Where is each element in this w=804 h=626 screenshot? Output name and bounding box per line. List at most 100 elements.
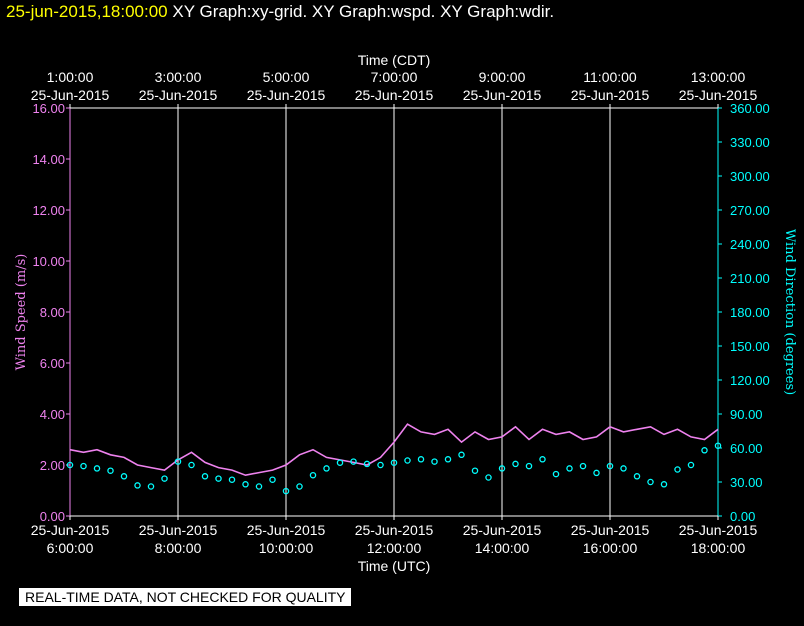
left-tick-label-6: 12.00	[32, 203, 65, 218]
wind-direction-point-21	[350, 458, 357, 465]
wind-direction-point-10	[201, 473, 209, 480]
wind-direction-point-0	[66, 461, 74, 469]
bottom-tick-time-6: 18:00:00	[691, 540, 746, 556]
wind-direction-point-20	[336, 459, 344, 466]
wind-direction-point-29	[458, 451, 465, 459]
left-tick-label-2: 4.00	[40, 407, 65, 422]
left-tick-label-5: 10.00	[32, 254, 65, 269]
right-tick-label-3: 90.00	[730, 407, 763, 422]
wind-direction-point-39	[593, 469, 600, 477]
top-tick-date-5: 25-Jun-2015	[571, 87, 650, 103]
right-axis: 0.00 30.00 60.00 90.00 120.00 150.00 180.00 210…	[717, 101, 770, 524]
right-tick-label-5: 150.00	[730, 339, 770, 354]
bottom-tick-date-0: 25-Jun-2015	[31, 522, 110, 538]
wind-direction-point-24	[390, 459, 398, 466]
left-tick-label-4: 8.00	[40, 305, 65, 320]
right-tick-label-8: 240.00	[730, 237, 770, 252]
wind-direction-point-16	[282, 487, 290, 495]
header-graph-titles: XY Graph:xy-grid. XY Graph:wspd. XY Grap…	[172, 2, 555, 21]
bottom-tick-date-1: 25-Jun-2015	[139, 522, 218, 538]
wind-direction-point-43	[647, 478, 654, 486]
top-axis-title: Time (CDT)	[358, 52, 431, 68]
top-tick-date-4: 25-Jun-2015	[463, 87, 542, 103]
wind-direction-point-34	[525, 462, 533, 470]
wind-speed-line	[69, 423, 719, 477]
wind-direction-point-41	[620, 465, 627, 472]
bottom-axis-title: Time (UTC)	[358, 558, 431, 574]
wind-direction-point-42	[633, 473, 641, 480]
top-tick-time-1: 3:00:00	[155, 69, 202, 85]
top-tick-time-2: 5:00:00	[263, 69, 310, 85]
wind-direction-point-23	[377, 461, 384, 469]
wind-direction-point-36	[552, 470, 560, 478]
bottom-tick-date-4: 25-Jun-2015	[463, 522, 542, 538]
wind-direction-point-25	[404, 457, 411, 464]
wind-direction-point-38	[579, 462, 587, 470]
header-timestamp: 25-jun-2015,18:00:00	[6, 2, 168, 21]
top-tick-time-5: 11:00:00	[583, 69, 637, 85]
right-tick-label-9: 270.00	[730, 203, 770, 218]
right-tick-label-6: 180.00	[730, 305, 770, 320]
wind-direction-point-33	[512, 460, 519, 468]
bottom-tick-date-3: 25-Jun-2015	[355, 522, 434, 538]
wind-direction-series	[66, 442, 722, 495]
left-axis-label: Wind Speed (m/s)	[14, 254, 29, 371]
top-tick-date-6: 25-Jun-2015	[679, 87, 758, 103]
wind-direction-point-7	[161, 475, 168, 482]
quality-note: REAL-TIME DATA, NOT CHECKED FOR QUALITY	[19, 588, 352, 606]
wind-direction-point-45	[674, 466, 681, 473]
right-tick-label-4: 120.00	[730, 373, 770, 388]
bottom-tick-time-3: 12:00:00	[367, 540, 422, 556]
right-tick-label-7: 210.00	[730, 271, 770, 286]
wind-direction-point-31	[485, 474, 492, 481]
wind-direction-point-27	[431, 458, 438, 465]
bottom-tick-time-1: 8:00:00	[155, 540, 202, 556]
wind-direction-point-46	[687, 461, 695, 469]
bottom-axis: 25-Jun-2015 6:00:00 25-Jun-2015 8:00:00 25-J…	[31, 515, 758, 556]
top-tick-date-2: 25-Jun-2015	[247, 87, 326, 103]
right-tick-label-0: 0.00	[730, 509, 755, 524]
wind-direction-point-5	[134, 482, 141, 489]
wind-direction-point-15	[269, 476, 276, 483]
wind-direction-point-14	[255, 483, 263, 490]
left-tick-label-8: 16.00	[32, 101, 65, 116]
wind-direction-point-35	[539, 456, 546, 463]
bottom-tick-date-6: 25-Jun-2015	[679, 522, 758, 538]
wind-direction-point-9	[188, 461, 195, 469]
wind-direction-point-47	[701, 447, 708, 454]
wind-direction-point-28	[444, 456, 452, 463]
bottom-tick-date-5: 25-Jun-2015	[571, 522, 650, 538]
right-tick-label-1: 30.00	[730, 475, 763, 490]
right-tick-label-10: 300.00	[730, 169, 770, 184]
top-tick-time-6: 13:00:00	[691, 69, 746, 85]
top-tick-time-4: 9:00:00	[479, 69, 526, 85]
wind-direction-point-13	[242, 481, 249, 488]
wind-direction-point-48	[714, 442, 722, 449]
wind-direction-point-3	[107, 467, 114, 474]
wind-direction-point-22	[363, 460, 371, 468]
wind-direction-point-26	[417, 456, 425, 463]
wind-direction-point-30	[471, 467, 479, 474]
wind-direction-point-11	[215, 475, 222, 482]
wind-direction-point-17	[296, 483, 303, 490]
bottom-tick-date-2: 25-Jun-2015	[247, 522, 326, 538]
right-axis-label: Wind Direction (degrees)	[782, 229, 797, 395]
wind-direction-point-18	[309, 471, 317, 479]
left-tick-label-7: 14.00	[32, 152, 65, 167]
top-tick-date-0: 25-Jun-2015	[31, 87, 110, 103]
wind-direction-point-1	[80, 462, 87, 470]
wind-direction-point-8	[174, 458, 182, 465]
left-tick-label-3: 6.00	[40, 356, 65, 371]
top-axis: 1:00:00 25-Jun-2015 3:00:00 25-Jun-2015 5:00…	[31, 69, 758, 109]
wind-direction-point-32	[498, 465, 506, 472]
wind-direction-point-6	[147, 483, 155, 490]
left-axis: 0.00 2.00 4.00 6.00 8.00 10.00 12.00 14.00 16.00	[32, 101, 71, 524]
bottom-tick-time-5: 16:00:00	[583, 540, 638, 556]
top-tick-date-1: 25-Jun-2015	[139, 87, 218, 103]
right-tick-label-12: 360.00	[730, 101, 770, 116]
top-tick-time-3: 7:00:00	[371, 69, 418, 85]
right-tick-label-11: 330.00	[730, 135, 770, 150]
wind-direction-point-37	[566, 465, 573, 472]
top-tick-time-0: 1:00:00	[47, 69, 94, 85]
